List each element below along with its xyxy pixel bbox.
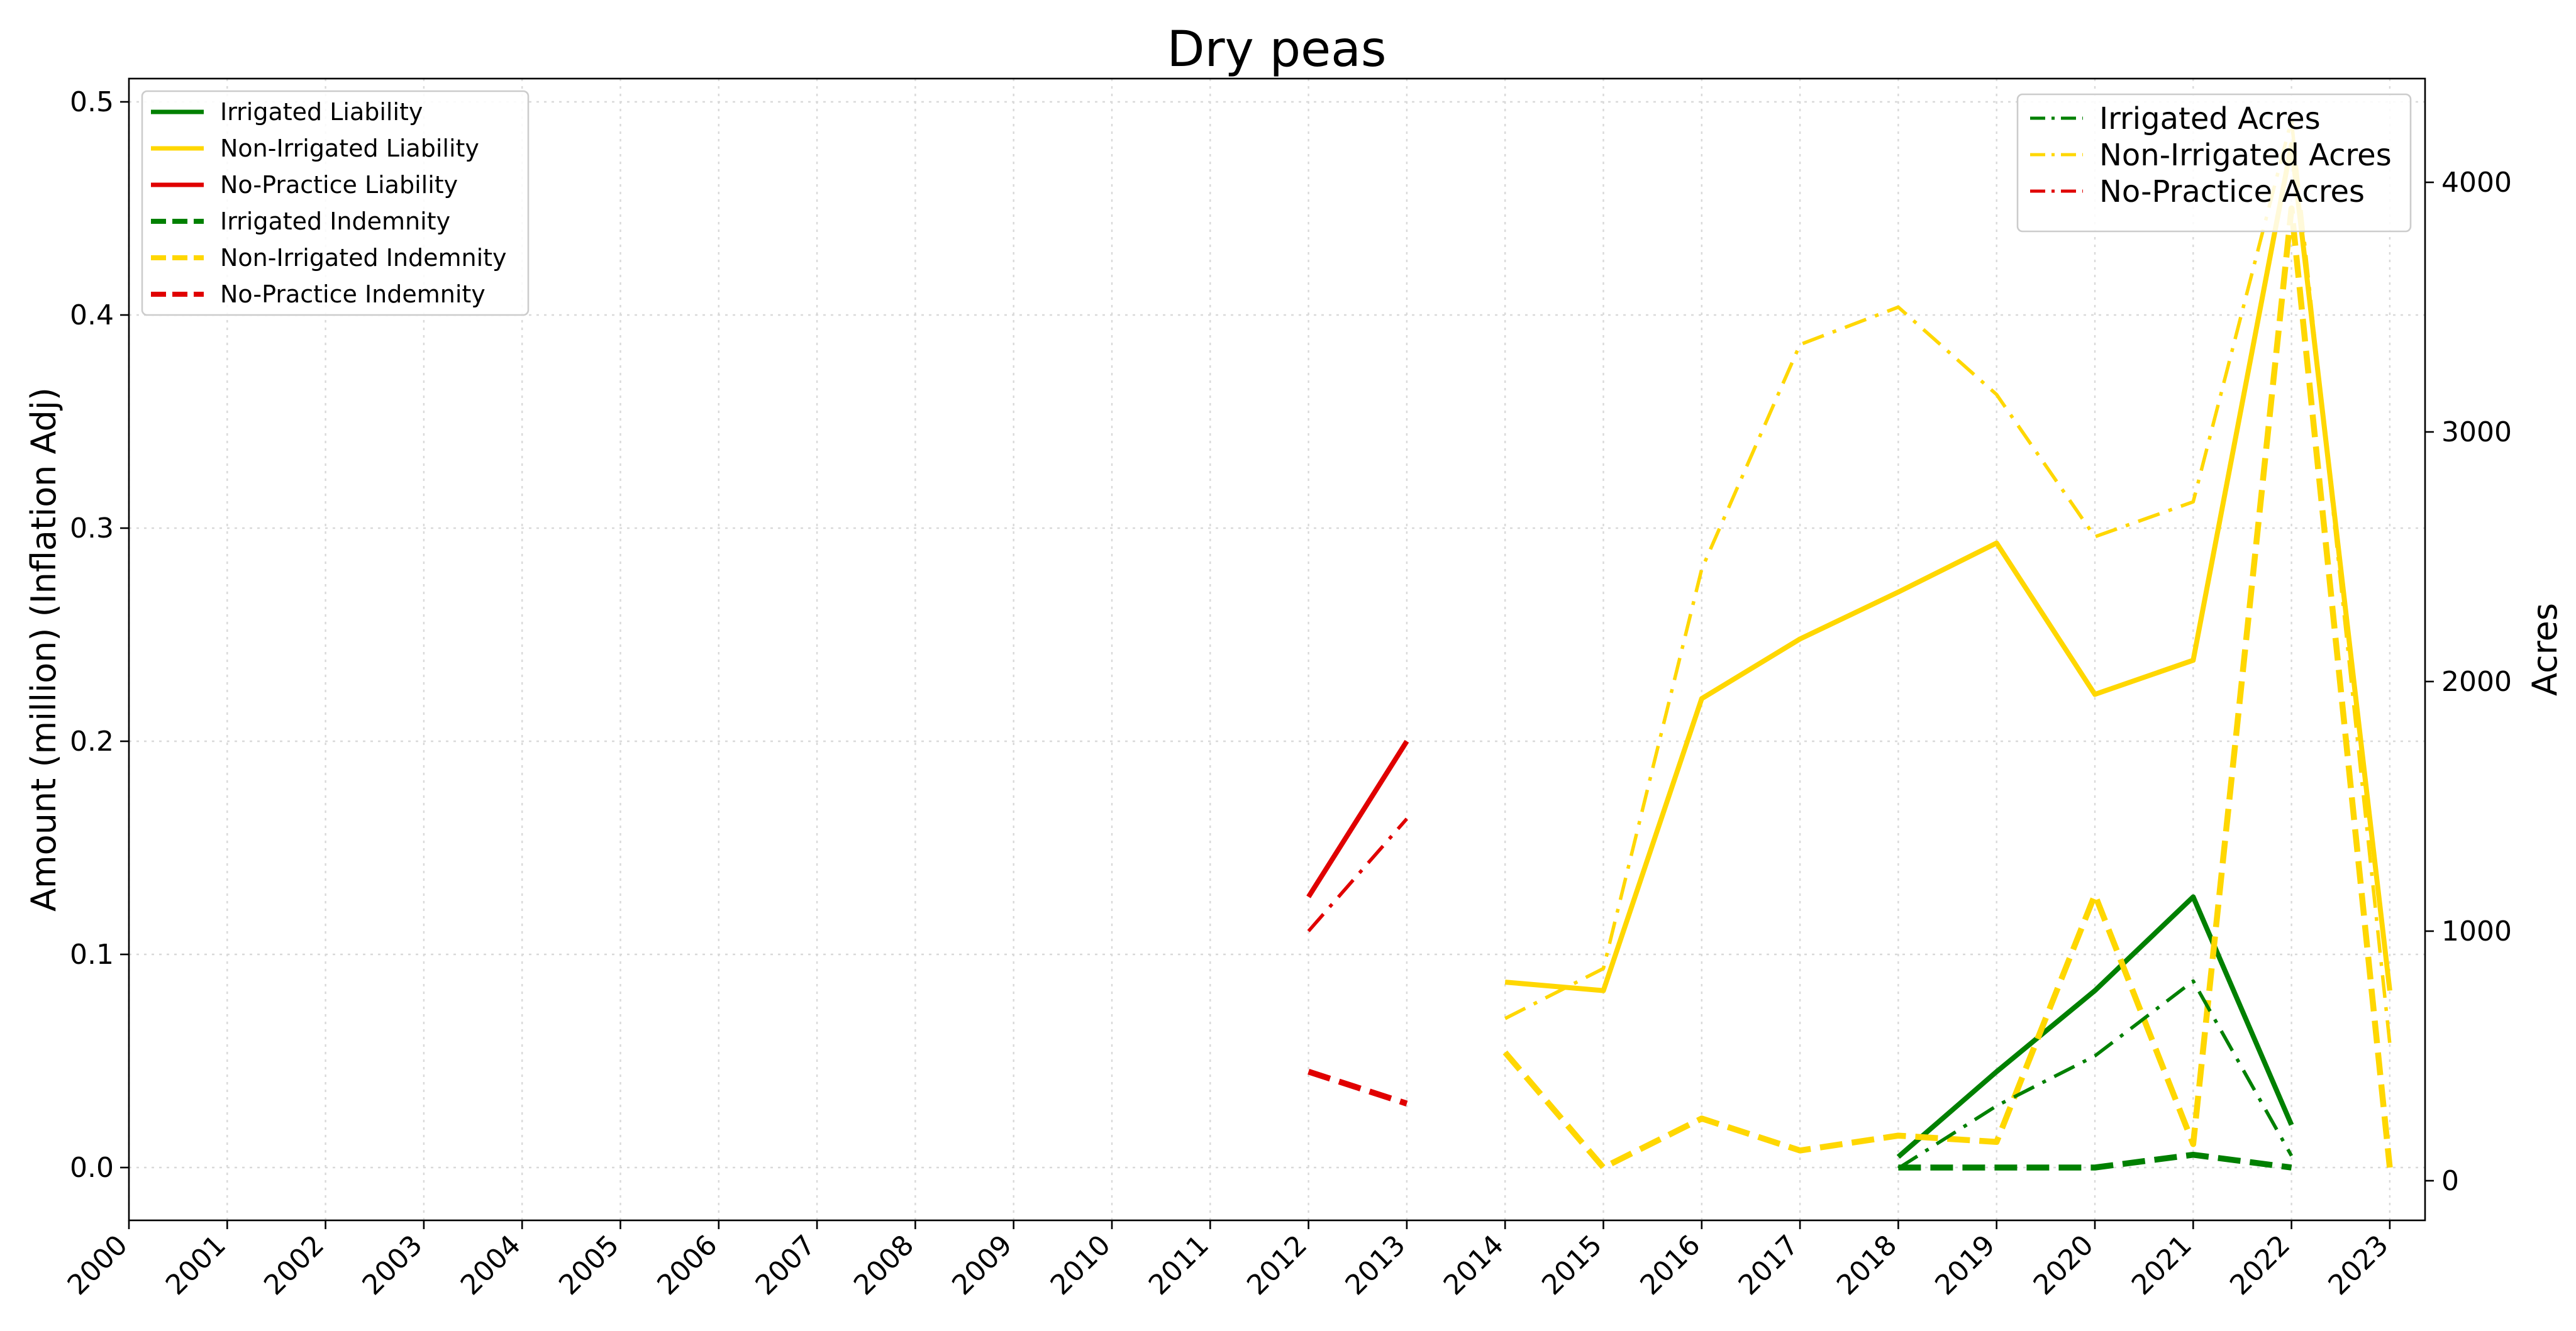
series-no-practice-acres-segment-0 <box>1307 817 1408 932</box>
x-tick-label-2004: 2004 <box>455 1229 527 1301</box>
y2-axis-label: Acres <box>2525 603 2565 696</box>
x-tick-label-2011: 2011 <box>1143 1229 1215 1301</box>
legend-left-box <box>141 90 530 316</box>
y-tick-label-0.1: 0.1 <box>70 939 114 971</box>
x-tick-label-2015: 2015 <box>1536 1229 1608 1301</box>
series-no-practice-liability-segment-0 <box>1306 739 1409 898</box>
series-no-practice-indemnity-segment-0 <box>1307 1068 1408 1107</box>
y2-tick-label-0: 0 <box>2441 1165 2459 1197</box>
legend-left: Irrigated Liability Non-Irrigated Liabili… <box>141 90 530 316</box>
legend-label-no-practice-indemnity: No-Practice Indemnity <box>220 280 486 308</box>
chart-title: Dry peas <box>1167 21 1386 78</box>
x-tick-label-2013: 2013 <box>1339 1229 1411 1301</box>
x-tick-label-2023: 2023 <box>2322 1229 2394 1301</box>
x-tick-label-2007: 2007 <box>750 1229 822 1301</box>
x-tick-label-2018: 2018 <box>1831 1229 1903 1301</box>
legend-label-non-irrigated-indemnity: Non-Irrigated Indemnity <box>220 244 507 272</box>
x-tick-label-2008: 2008 <box>848 1229 920 1301</box>
series-non-irrigated-acres-segment-0 <box>1504 118 2392 1044</box>
legend-right-box <box>2016 93 2412 233</box>
x-tick-label-2017: 2017 <box>1733 1229 1805 1301</box>
x-tick-label-2003: 2003 <box>356 1229 428 1301</box>
y-tick-label-0.5: 0.5 <box>70 86 114 118</box>
x-tick-label-2000: 2000 <box>62 1229 134 1301</box>
series-irrigated-acres-segment-0 <box>1897 979 2293 1170</box>
y2-tick-label-2000: 2000 <box>2441 666 2512 698</box>
x-tick-label-2016: 2016 <box>1634 1229 1706 1301</box>
legend-label-irrigated-acres: Irrigated Acres <box>2099 101 2321 136</box>
x-tick-label-2006: 2006 <box>651 1229 723 1301</box>
x-tick-label-2001: 2001 <box>160 1229 232 1301</box>
y-axis-label: Amount (million) (Inflation Adj) <box>24 387 64 912</box>
grid-layer <box>128 79 2425 1220</box>
x-tick-label-2019: 2019 <box>1929 1229 2001 1301</box>
x-tick-label-2002: 2002 <box>258 1229 330 1301</box>
plot-frame <box>128 77 2426 1222</box>
x-tick-label-2005: 2005 <box>553 1229 625 1301</box>
y2-tick-label-3000: 3000 <box>2441 416 2512 448</box>
legend-label-irrigated-liability: Irrigated Liability <box>220 98 423 126</box>
x-tick-label-2022: 2022 <box>2224 1229 2296 1301</box>
legend-label-no-practice-acres: No-Practice Acres <box>2099 174 2365 209</box>
x-tick-label-2009: 2009 <box>946 1229 1018 1301</box>
x-tick-label-2010: 2010 <box>1045 1229 1117 1301</box>
y-tick-label-0.3: 0.3 <box>70 512 114 544</box>
legend-label-non-irrigated-acres: Non-Irrigated Acres <box>2099 138 2392 173</box>
y-tick-label-0.4: 0.4 <box>70 299 114 331</box>
legend-label-non-irrigated-liability: Non-Irrigated Liability <box>220 135 479 162</box>
x-tick-label-2012: 2012 <box>1241 1229 1313 1301</box>
series-non-irrigated-liability-segment-0 <box>1504 141 2392 993</box>
legend-label-no-practice-liability: No-Practice Liability <box>220 171 458 199</box>
series-irrigated-liability-segment-0 <box>1896 894 2294 1159</box>
x-tick-label-2020: 2020 <box>2028 1229 2100 1301</box>
y-tick-label-0: 0.0 <box>70 1152 114 1184</box>
legend-label-irrigated-indemnity: Irrigated Indemnity <box>220 207 450 235</box>
series-layer <box>1306 118 2393 1171</box>
x-tick-label-2014: 2014 <box>1438 1229 1510 1301</box>
x-tick-label-2021: 2021 <box>2126 1229 2198 1301</box>
y-tick-label-0.2: 0.2 <box>70 726 114 758</box>
series-irrigated-indemnity-segment-0 <box>1898 1151 2292 1171</box>
y2-tick-label-1000: 1000 <box>2441 915 2512 947</box>
y2-tick-label-4000: 4000 <box>2441 167 2512 199</box>
